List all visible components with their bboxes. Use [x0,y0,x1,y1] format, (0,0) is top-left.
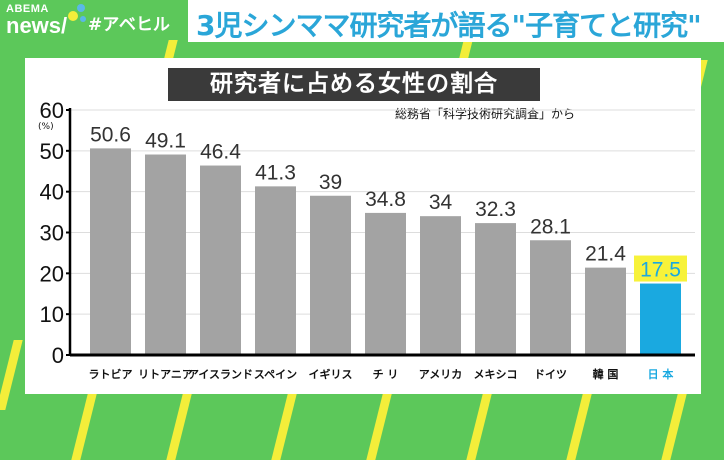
bar [640,283,681,355]
data-label: 32.3 [475,198,516,221]
data-label: 21.4 [585,243,626,266]
chart-title: 研究者に占める女性の割合 [168,68,540,101]
bar [475,223,516,355]
y-axis-unit: (%) [38,122,54,132]
data-label: 50.6 [90,123,131,146]
data-label: 39 [319,171,342,194]
y-tick-label: 10 [40,302,64,327]
logo-dots-icon [68,4,86,22]
x-tick-label: 日 本 [648,367,674,381]
data-label: 46.4 [200,141,241,164]
x-tick-label: 韓 国 [593,367,619,381]
headline: 3児シンママ研究者が語る"子育てと研究" [196,9,702,42]
bar [90,148,131,355]
bar [585,267,626,355]
bar [530,240,571,355]
y-tick-label: 0 [52,343,64,368]
y-tick-label: 40 [40,180,64,205]
bar [365,212,406,355]
x-tick-label: チ リ [373,368,399,381]
y-tick-label: 60 [40,98,64,123]
x-tick-label: リトアニア [138,368,193,381]
x-tick-label: イギリス [309,367,353,381]
x-tick-label: スペイン [254,368,297,381]
bar [310,195,351,355]
bar-chart: 0 10 20 30 40 50 60 50.6 ラトビア 49.1 リトアニア 46.4 アイスランド… [40,98,695,381]
bar [420,216,461,355]
data-label: 34.8 [365,188,406,211]
bar [200,165,241,355]
bar [145,154,186,355]
x-tick-label: アイスランド [188,368,253,381]
logo-top: ABEMA [6,3,49,15]
x-tick-label: ラトビア [89,367,133,381]
highlight-label-bg [634,255,687,282]
bar [255,186,296,355]
data-label: 49.1 [145,130,186,153]
x-tick-label: メキシコ [474,368,518,381]
abema-news-logo: ABEMA news/ [6,4,67,37]
data-label: 17.5 [640,259,681,282]
y-tick-label: 20 [40,261,64,286]
data-label: 28.1 [530,215,571,238]
y-tick-label: 30 [40,221,64,246]
x-tick-label: アメリカ [419,368,462,381]
data-label: 41.3 [255,161,296,184]
x-tick-label: ドイツ [534,368,567,381]
hashtag: #アベヒル [88,15,170,35]
headline-banner: 3児シンママ研究者が語る"子育てと研究" [188,0,724,42]
y-tick-label: 50 [40,139,64,164]
logo-bottom: news/ [6,13,68,38]
data-label: 34 [429,191,453,214]
